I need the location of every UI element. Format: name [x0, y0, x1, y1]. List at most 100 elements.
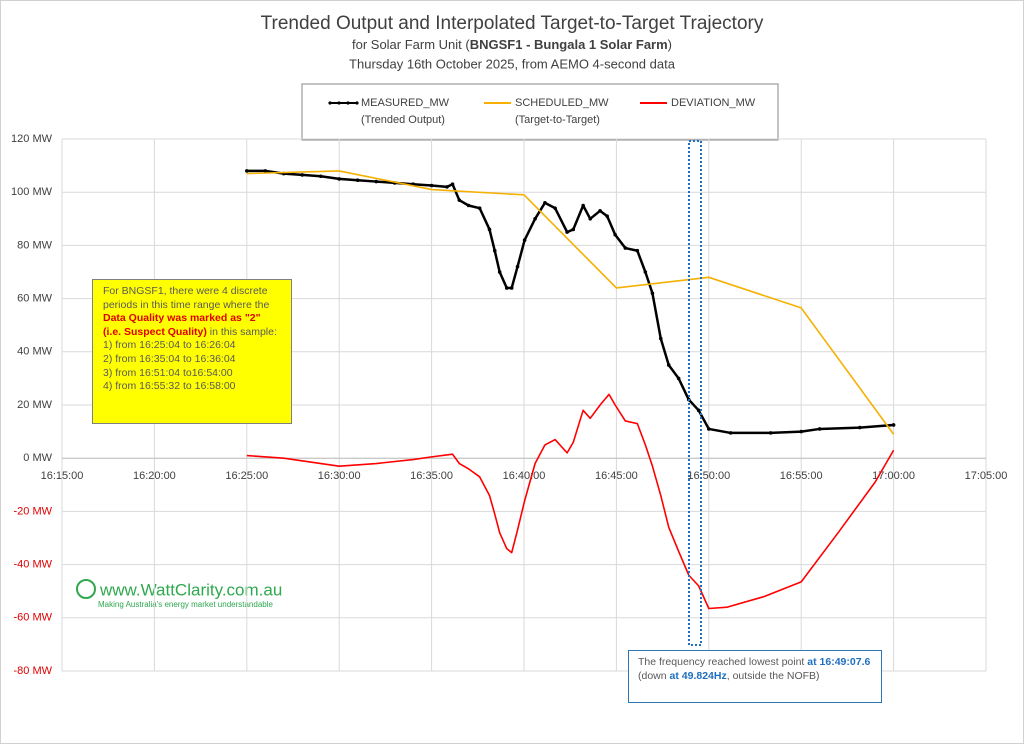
- data-point: [553, 206, 557, 210]
- legend-entry: MEASURED_MW (Trended Output): [328, 97, 450, 126]
- data-point: [245, 169, 249, 173]
- legend-marker: [346, 101, 350, 105]
- data-point: [650, 291, 655, 296]
- note-text: in this sample:: [209, 325, 277, 338]
- data-point: [643, 270, 648, 274]
- data-point: [509, 286, 514, 290]
- note-period: 2) from 16:35:04 to 16:36:04: [103, 352, 236, 365]
- data-point: [707, 427, 711, 431]
- note-period: 3) from 16:51:04 to16:54:00: [103, 366, 233, 379]
- data-point: [891, 423, 896, 427]
- y-tick-label: 80 MW: [17, 239, 52, 251]
- y-tick-label: 100 MW: [11, 186, 53, 198]
- subtitle-part: for Solar Farm Unit (: [352, 37, 470, 52]
- y-tick-label: -80 MW: [14, 665, 53, 677]
- data-point: [581, 203, 585, 208]
- x-tick-label: 16:45:00: [595, 470, 638, 482]
- note-highlight: Data Quality was marked as "2" (i.e. Sus…: [103, 312, 261, 338]
- data-point: [445, 185, 449, 189]
- data-point: [429, 183, 434, 188]
- legend-label: DEVIATION_MW: [671, 97, 756, 109]
- legend-entry: SCHEDULED_MW (Target-to-Target): [484, 97, 609, 126]
- y-tick-label: 60 MW: [17, 293, 52, 305]
- data-point: [817, 427, 822, 431]
- watermark: www.WattClarity.com.au Making Australia'…: [76, 579, 282, 609]
- legend-description: (Trended Output): [361, 114, 445, 126]
- y-tick-label: 120 MW: [11, 133, 53, 145]
- legend-description: (Target-to-Target): [515, 114, 600, 126]
- legend-marker: [328, 101, 332, 105]
- highlight-window: [688, 140, 702, 646]
- data-point: [533, 217, 537, 221]
- data-point: [355, 178, 360, 183]
- data-point: [522, 238, 527, 242]
- watermark-site: www.WattClarity.com.au: [99, 580, 282, 599]
- x-tick-label: 16:25:00: [225, 470, 268, 482]
- data-point: [450, 182, 455, 187]
- data-point: [588, 217, 593, 221]
- data-point: [571, 227, 576, 232]
- y-tick-label: 40 MW: [17, 346, 52, 358]
- callout-text: The frequency reached lowest point: [638, 656, 805, 668]
- data-point: [635, 248, 640, 253]
- data-point: [613, 232, 617, 237]
- data-point: [666, 363, 671, 367]
- data-point: [676, 376, 681, 381]
- chart-subtitle: for Solar Farm Unit (BNGSF1 - Bungala 1 …: [352, 37, 672, 52]
- data-point: [466, 203, 471, 208]
- data-point: [598, 209, 602, 213]
- x-tick-label: 16:30:00: [318, 470, 361, 482]
- legend-label: SCHEDULED_MW: [515, 97, 609, 109]
- y-tick-label: -20 MW: [14, 505, 53, 517]
- chart-subtitle: Thursday 16th October 2025, from AEMO 4-…: [349, 56, 676, 71]
- x-tick-label: 16:35:00: [410, 470, 453, 482]
- data-point: [477, 206, 482, 210]
- x-tick-label: 17:05:00: [965, 470, 1008, 482]
- y-tick-label: 20 MW: [17, 399, 52, 411]
- data-point: [543, 201, 547, 205]
- series-line: [246, 393, 895, 610]
- subtitle-unit: BNGSF1 - Bungala 1 Solar Farm: [470, 37, 668, 52]
- chart-title: Trended Output and Interpolated Target-t…: [261, 13, 764, 34]
- x-tick-label: 16:20:00: [133, 470, 176, 482]
- x-tick-label: 16:50:00: [687, 470, 730, 482]
- data-point: [696, 408, 701, 413]
- x-tick-label: 16:40:00: [503, 470, 546, 482]
- callout-freq: at 49.824Hz: [669, 669, 727, 682]
- data-point: [504, 286, 509, 290]
- callout-time: at 16:49:07.6: [807, 656, 871, 668]
- data-point: [263, 169, 268, 173]
- watermark-tagline: Making Australia's energy market underst…: [98, 600, 274, 609]
- data-point: [300, 173, 305, 177]
- y-tick-label: -60 MW: [14, 612, 53, 624]
- legend-marker: [337, 101, 341, 105]
- data-point: [457, 198, 462, 202]
- data-point: [623, 246, 628, 250]
- data-point: [658, 336, 663, 341]
- data-point: [515, 264, 520, 269]
- data-point: [857, 425, 862, 430]
- data-point: [799, 429, 803, 434]
- y-tick-label: 0 MW: [23, 452, 52, 464]
- legend-entry: DEVIATION_MW: [640, 97, 756, 109]
- data-point: [497, 270, 502, 274]
- note-period: 1) from 16:25:04 to 16:26:04: [103, 339, 236, 352]
- subtitle-part: ): [668, 37, 672, 52]
- callout-text: (down: [638, 669, 667, 682]
- data-point: [728, 431, 733, 435]
- note-period: 4) from 16:55:32 to 16:58:00: [103, 380, 236, 393]
- callout-text: , outside the NOFB): [726, 669, 820, 682]
- legend: [301, 83, 779, 141]
- x-tick-label: 16:55:00: [780, 470, 823, 482]
- callout-box: The frequency reached lowest point at 16…: [628, 650, 882, 703]
- x-tick-label: 17:00:00: [872, 470, 915, 482]
- note-text: For BNGSF1, there were 4 discrete period…: [103, 285, 270, 311]
- data-point: [565, 230, 569, 234]
- data-point: [605, 214, 609, 218]
- data-point: [337, 177, 342, 181]
- note-box: For BNGSF1, there were 4 discrete period…: [92, 279, 292, 424]
- series-line: [246, 170, 895, 435]
- data-point: [487, 227, 492, 232]
- data-point: [768, 431, 773, 435]
